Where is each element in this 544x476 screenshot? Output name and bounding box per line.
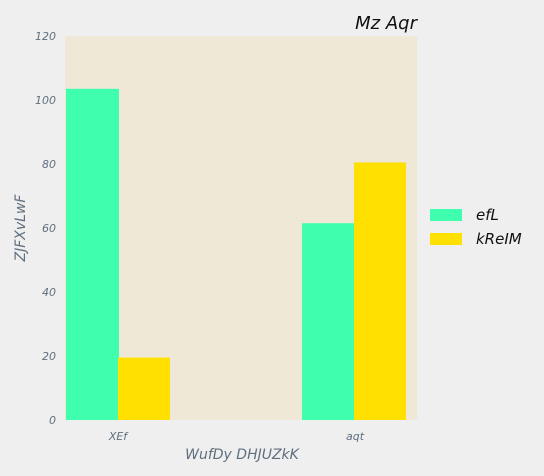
bar-kReIM-aqt bbox=[354, 162, 406, 420]
legend-swatch-kReIM bbox=[430, 233, 462, 245]
y-tick-label: 60 bbox=[42, 222, 56, 235]
chart-title: Mz Aqr bbox=[355, 13, 418, 34]
x-axis-label: WufDy DHJUZkK bbox=[185, 447, 301, 463]
y-tick-label: 20 bbox=[42, 350, 56, 363]
y-tick-label: 80 bbox=[42, 158, 56, 171]
y-tick-label: 100 bbox=[35, 94, 56, 107]
x-tick-labels: XEf aqt bbox=[108, 430, 365, 443]
y-tick-label: 40 bbox=[42, 286, 56, 299]
y-axis-label: ZJFXvLwF bbox=[13, 194, 29, 263]
legend-label-kReIM: kReIM bbox=[476, 230, 522, 248]
y-tick-label: 120 bbox=[35, 30, 56, 43]
x-tick-label: aqt bbox=[346, 430, 365, 443]
bar-efL-aqt bbox=[302, 223, 354, 420]
x-tick-label: XEf bbox=[108, 430, 129, 443]
legend: efL kReIM bbox=[430, 206, 522, 248]
bars-group bbox=[66, 88, 406, 421]
legend-label-efL: efL bbox=[476, 206, 499, 224]
y-tick-label: 0 bbox=[49, 414, 56, 427]
bar-efL-XEf bbox=[66, 88, 119, 421]
bar-kReIM-XEf bbox=[118, 357, 170, 420]
y-tick-labels: 0 20 40 60 80 100 120 bbox=[35, 30, 56, 427]
legend-swatch-efL bbox=[430, 209, 462, 221]
